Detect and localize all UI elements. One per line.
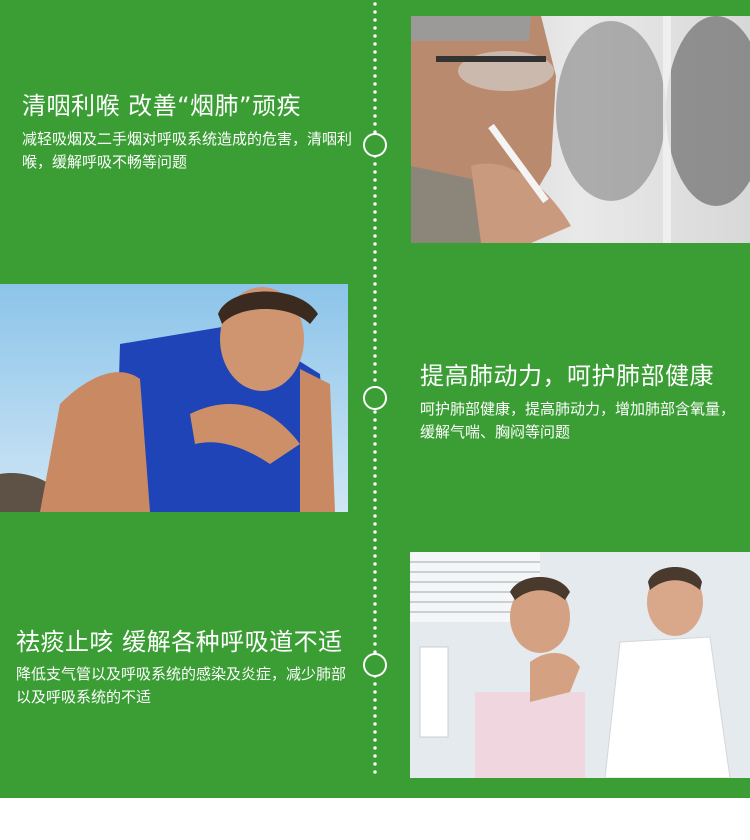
section-3-heading: 祛痰止咳 缓解各种呼吸道不适 (16, 628, 343, 656)
section-3-description: 降低支气管以及呼吸系统的感染及炎症，减少肺部以及呼吸系统的不适 (16, 665, 347, 706)
section-1-heading: 清咽利喉 改善“烟肺”顽疾 (22, 92, 301, 120)
timeline-node-3 (363, 653, 387, 677)
section-1-description: 减轻吸烟及二手烟对呼吸系统造成的危害，清咽利喉，缓解呼吸不畅等问题 (22, 130, 353, 171)
section-2-heading: 提高肺动力，呵护肺部健康 (420, 362, 714, 390)
section-2-description: 呵护肺部健康，提高肺动力，增加肺部含氧量，缓解气喘、胸闷等问题 (420, 400, 736, 441)
smoker-xray-photo (411, 16, 750, 243)
doctor-exam-photo (410, 552, 750, 778)
content-panel: 清咽利喉 改善“烟肺”顽疾 减轻吸烟及二手烟对呼吸系统造成的危害，清咽利喉，缓解… (0, 0, 750, 798)
chest-pain-man-photo (0, 284, 348, 512)
timeline-node-2 (363, 386, 387, 410)
timeline-node-1 (363, 133, 387, 157)
